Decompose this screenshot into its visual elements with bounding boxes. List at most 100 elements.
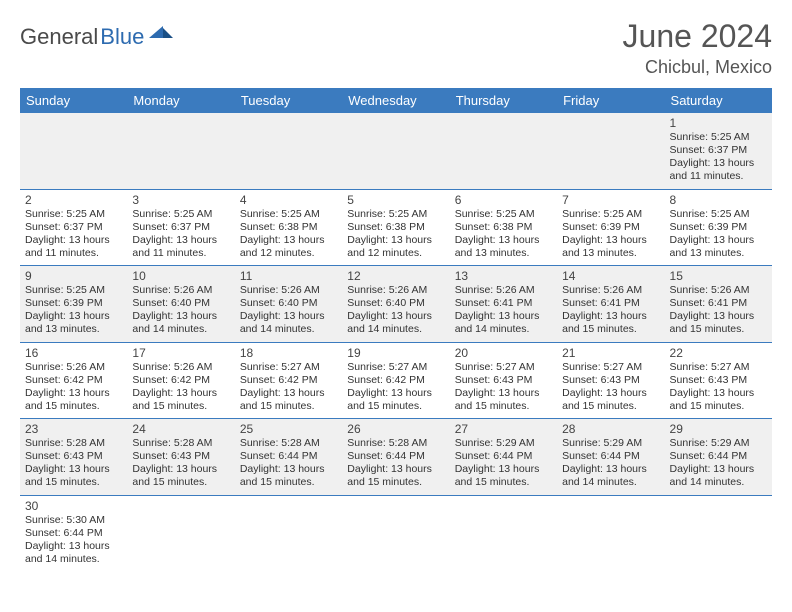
calendar-empty-cell: [450, 495, 557, 571]
daylight-text: Daylight: 13 hours: [347, 463, 444, 476]
sunrise-text: Sunrise: 5:25 AM: [670, 131, 767, 144]
sunrise-text: Sunrise: 5:26 AM: [670, 284, 767, 297]
weekday-header: Monday: [127, 88, 234, 113]
calendar-day-cell: 18Sunrise: 5:27 AMSunset: 6:42 PMDayligh…: [235, 342, 342, 419]
day-number: 21: [562, 346, 659, 360]
sunset-text: Sunset: 6:41 PM: [670, 297, 767, 310]
day-number: 13: [455, 269, 552, 283]
weekday-header: Thursday: [450, 88, 557, 113]
sunrise-text: Sunrise: 5:26 AM: [25, 361, 122, 374]
sunrise-text: Sunrise: 5:27 AM: [455, 361, 552, 374]
daylight-text: and 14 minutes.: [347, 323, 444, 336]
sunset-text: Sunset: 6:43 PM: [455, 374, 552, 387]
daylight-text: and 13 minutes.: [562, 247, 659, 260]
calendar-day-cell: 19Sunrise: 5:27 AMSunset: 6:42 PMDayligh…: [342, 342, 449, 419]
daylight-text: Daylight: 13 hours: [455, 463, 552, 476]
sunrise-text: Sunrise: 5:25 AM: [455, 208, 552, 221]
daylight-text: and 15 minutes.: [562, 323, 659, 336]
calendar-day-cell: 22Sunrise: 5:27 AMSunset: 6:43 PMDayligh…: [665, 342, 772, 419]
calendar-day-cell: 8Sunrise: 5:25 AMSunset: 6:39 PMDaylight…: [665, 189, 772, 266]
sunset-text: Sunset: 6:40 PM: [240, 297, 337, 310]
calendar-week-row: 23Sunrise: 5:28 AMSunset: 6:43 PMDayligh…: [20, 419, 772, 496]
day-number: 11: [240, 269, 337, 283]
calendar-day-cell: 10Sunrise: 5:26 AMSunset: 6:40 PMDayligh…: [127, 266, 234, 343]
calendar-empty-cell: [665, 495, 772, 571]
daylight-text: Daylight: 13 hours: [347, 310, 444, 323]
sunrise-text: Sunrise: 5:26 AM: [240, 284, 337, 297]
day-number: 17: [132, 346, 229, 360]
calendar-day-cell: 5Sunrise: 5:25 AMSunset: 6:38 PMDaylight…: [342, 189, 449, 266]
sunset-text: Sunset: 6:42 PM: [240, 374, 337, 387]
day-number: 10: [132, 269, 229, 283]
daylight-text: and 15 minutes.: [347, 476, 444, 489]
daylight-text: and 15 minutes.: [25, 476, 122, 489]
sunset-text: Sunset: 6:40 PM: [347, 297, 444, 310]
daylight-text: and 14 minutes.: [562, 476, 659, 489]
daylight-text: and 14 minutes.: [670, 476, 767, 489]
sunrise-text: Sunrise: 5:27 AM: [562, 361, 659, 374]
daylight-text: and 15 minutes.: [670, 323, 767, 336]
calendar-day-cell: 13Sunrise: 5:26 AMSunset: 6:41 PMDayligh…: [450, 266, 557, 343]
day-number: 2: [25, 193, 122, 207]
sunset-text: Sunset: 6:37 PM: [670, 144, 767, 157]
calendar-day-cell: 6Sunrise: 5:25 AMSunset: 6:38 PMDaylight…: [450, 189, 557, 266]
calendar-empty-cell: [235, 113, 342, 189]
daylight-text: Daylight: 13 hours: [562, 463, 659, 476]
sunset-text: Sunset: 6:41 PM: [455, 297, 552, 310]
sunrise-text: Sunrise: 5:27 AM: [240, 361, 337, 374]
daylight-text: and 15 minutes.: [562, 400, 659, 413]
sunset-text: Sunset: 6:40 PM: [132, 297, 229, 310]
day-number: 8: [670, 193, 767, 207]
calendar-week-row: 16Sunrise: 5:26 AMSunset: 6:42 PMDayligh…: [20, 342, 772, 419]
calendar-table: Sunday Monday Tuesday Wednesday Thursday…: [20, 88, 772, 571]
weekday-header: Sunday: [20, 88, 127, 113]
daylight-text: Daylight: 13 hours: [25, 540, 122, 553]
sunrise-text: Sunrise: 5:30 AM: [25, 514, 122, 527]
calendar-day-cell: 24Sunrise: 5:28 AMSunset: 6:43 PMDayligh…: [127, 419, 234, 496]
calendar-day-cell: 14Sunrise: 5:26 AMSunset: 6:41 PMDayligh…: [557, 266, 664, 343]
daylight-text: and 13 minutes.: [455, 247, 552, 260]
daylight-text: Daylight: 13 hours: [455, 234, 552, 247]
sunrise-text: Sunrise: 5:25 AM: [562, 208, 659, 221]
calendar-day-cell: 15Sunrise: 5:26 AMSunset: 6:41 PMDayligh…: [665, 266, 772, 343]
daylight-text: Daylight: 13 hours: [25, 463, 122, 476]
calendar-empty-cell: [127, 495, 234, 571]
sunrise-text: Sunrise: 5:28 AM: [347, 437, 444, 450]
daylight-text: Daylight: 13 hours: [455, 387, 552, 400]
calendar-empty-cell: [342, 113, 449, 189]
daylight-text: Daylight: 13 hours: [240, 463, 337, 476]
sunset-text: Sunset: 6:44 PM: [347, 450, 444, 463]
sunset-text: Sunset: 6:44 PM: [240, 450, 337, 463]
sunset-text: Sunset: 6:43 PM: [670, 374, 767, 387]
calendar-week-row: 1Sunrise: 5:25 AMSunset: 6:37 PMDaylight…: [20, 113, 772, 189]
sunrise-text: Sunrise: 5:29 AM: [670, 437, 767, 450]
daylight-text: Daylight: 13 hours: [670, 463, 767, 476]
sunset-text: Sunset: 6:39 PM: [25, 297, 122, 310]
daylight-text: and 14 minutes.: [455, 323, 552, 336]
daylight-text: and 15 minutes.: [240, 476, 337, 489]
sunrise-text: Sunrise: 5:25 AM: [240, 208, 337, 221]
weekday-header-row: Sunday Monday Tuesday Wednesday Thursday…: [20, 88, 772, 113]
logo-text-blue: Blue: [100, 24, 144, 50]
sunset-text: Sunset: 6:43 PM: [25, 450, 122, 463]
daylight-text: and 12 minutes.: [240, 247, 337, 260]
day-number: 15: [670, 269, 767, 283]
daylight-text: Daylight: 13 hours: [132, 234, 229, 247]
sunrise-text: Sunrise: 5:27 AM: [670, 361, 767, 374]
daylight-text: Daylight: 13 hours: [562, 310, 659, 323]
calendar-empty-cell: [342, 495, 449, 571]
sunset-text: Sunset: 6:44 PM: [562, 450, 659, 463]
sunrise-text: Sunrise: 5:25 AM: [25, 208, 122, 221]
daylight-text: Daylight: 13 hours: [562, 234, 659, 247]
daylight-text: Daylight: 13 hours: [670, 310, 767, 323]
sunrise-text: Sunrise: 5:26 AM: [455, 284, 552, 297]
sunset-text: Sunset: 6:39 PM: [670, 221, 767, 234]
sunset-text: Sunset: 6:44 PM: [455, 450, 552, 463]
sunrise-text: Sunrise: 5:28 AM: [25, 437, 122, 450]
calendar-day-cell: 26Sunrise: 5:28 AMSunset: 6:44 PMDayligh…: [342, 419, 449, 496]
daylight-text: Daylight: 13 hours: [25, 310, 122, 323]
day-number: 4: [240, 193, 337, 207]
sunset-text: Sunset: 6:38 PM: [240, 221, 337, 234]
daylight-text: Daylight: 13 hours: [132, 463, 229, 476]
day-number: 23: [25, 422, 122, 436]
